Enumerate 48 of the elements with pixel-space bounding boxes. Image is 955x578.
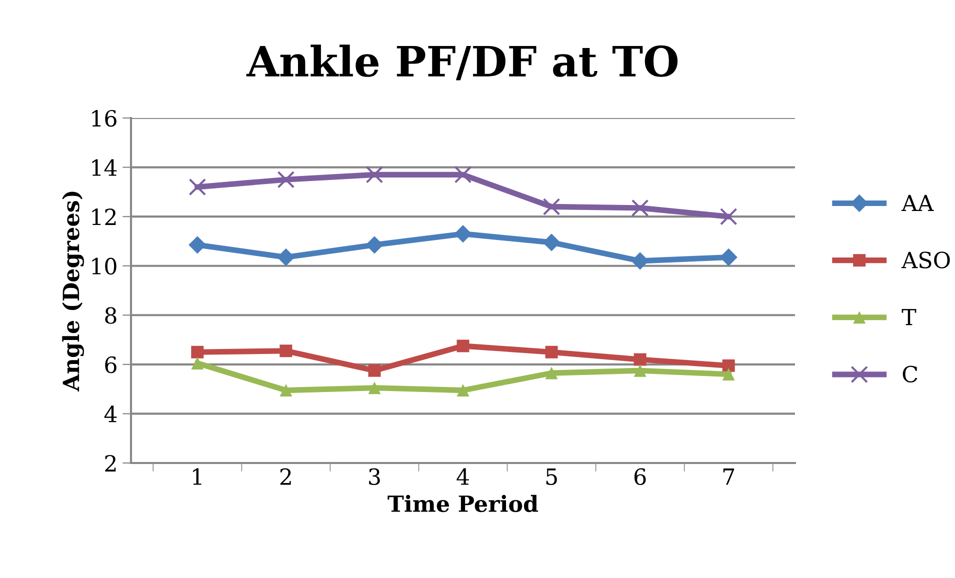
y-axis-title: Angle (Degrees) <box>62 192 84 392</box>
y-tick-label: 2 <box>105 454 116 472</box>
y-tick-label: 8 <box>105 307 116 324</box>
x-tick-label: 7 <box>723 468 734 485</box>
point <box>368 364 381 377</box>
point <box>542 198 560 216</box>
point <box>634 364 646 377</box>
x-tick-label: 1 <box>193 468 202 485</box>
point <box>722 368 735 381</box>
point <box>454 166 472 184</box>
point <box>366 166 384 184</box>
y-tick-label: 10 <box>92 258 116 275</box>
legend-label: ASO <box>901 252 950 268</box>
x-tick-label: 6 <box>634 468 646 486</box>
chart-title: Ankle PF/DF at TO <box>246 44 678 80</box>
point <box>545 346 558 358</box>
legend-label: T <box>902 308 916 326</box>
legend-label: AA <box>901 194 934 212</box>
point <box>456 384 470 397</box>
point <box>631 199 649 217</box>
point <box>454 224 472 243</box>
y-tick-label: 14 <box>92 159 117 176</box>
point <box>368 382 381 394</box>
x-tick-label: 2 <box>280 468 291 485</box>
y-tick-label: 12 <box>92 208 116 226</box>
point <box>542 234 560 252</box>
point <box>277 170 295 188</box>
point <box>634 353 646 366</box>
x-tick-label: 5 <box>546 468 557 486</box>
point <box>191 356 204 370</box>
x-axis-title: Time Period <box>388 494 538 512</box>
x-tick-label: 3 <box>369 468 380 486</box>
point <box>280 384 292 397</box>
point <box>280 344 292 358</box>
point <box>456 340 470 352</box>
point <box>188 178 206 196</box>
point <box>277 248 295 266</box>
legend-label: C <box>902 366 918 383</box>
point <box>545 366 558 380</box>
y-tick-label: 6 <box>105 356 116 374</box>
point <box>722 359 735 372</box>
y-tick-label: 16 <box>92 110 116 127</box>
point <box>191 346 204 358</box>
y-tick-label: 4 <box>104 406 117 422</box>
x-tick-label: 4 <box>456 468 469 485</box>
point <box>720 208 738 226</box>
point <box>188 236 206 254</box>
point <box>366 236 384 254</box>
